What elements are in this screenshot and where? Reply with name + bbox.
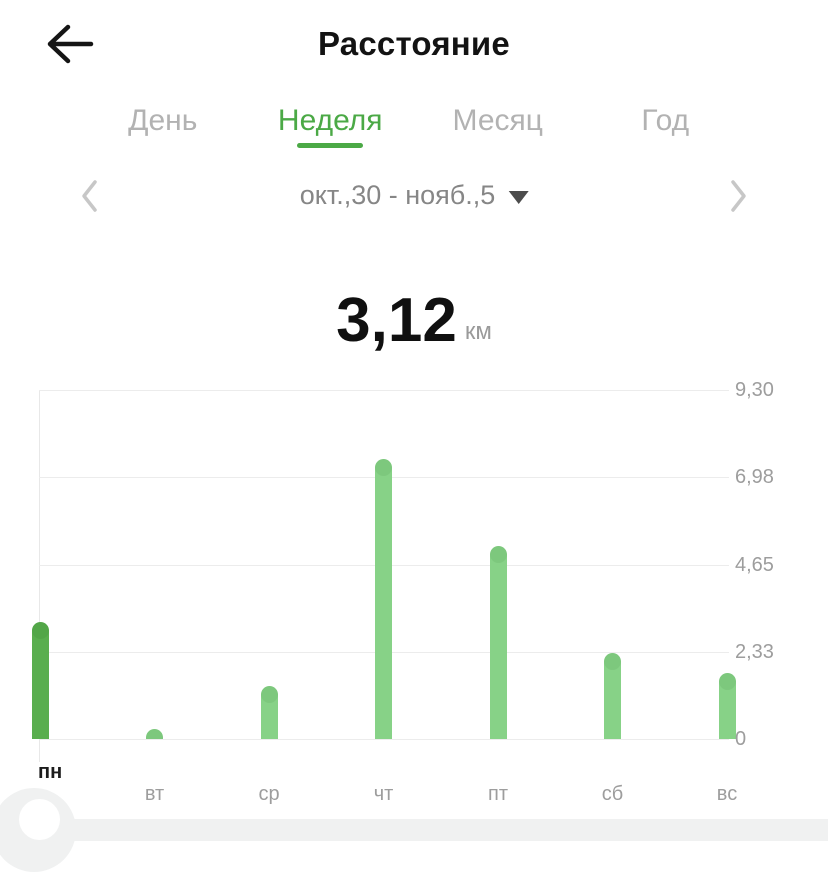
y-axis-tick: 2,33	[735, 640, 774, 663]
distance-unit: км	[464, 318, 492, 345]
gridline	[39, 739, 729, 740]
distance-summary: 3,12 км	[0, 286, 828, 355]
tab-year[interactable]: Год	[641, 104, 690, 137]
distance-stats-screen: { "header": { "title": "Расстояние", "ba…	[0, 0, 828, 841]
floating-button[interactable]	[19, 799, 60, 840]
x-axis-label-вт[interactable]: вт	[144, 783, 165, 805]
x-axis-label-вс[interactable]: вс	[716, 783, 738, 805]
bar-вт[interactable]	[146, 728, 163, 739]
y-axis-tick: 9,30	[735, 379, 774, 401]
period-tabs: День Неделя Месяц Год	[79, 99, 749, 151]
y-axis-tick: 6,98	[735, 466, 774, 489]
tab-day[interactable]: День	[128, 104, 198, 137]
weekly-distance-chart	[31, 390, 736, 740]
previous-week-button[interactable]	[72, 178, 106, 214]
y-axis-line	[39, 390, 40, 762]
next-week-button[interactable]	[722, 178, 756, 214]
bar-вс[interactable]	[718, 672, 736, 739]
gridline	[39, 390, 729, 391]
x-axis-label-пт[interactable]: пт	[488, 783, 508, 805]
bar-сб[interactable]	[604, 653, 621, 739]
tab-week[interactable]: Неделя	[247, 99, 415, 151]
bar-чт[interactable]	[375, 458, 392, 739]
x-axis-label-сб[interactable]: сб	[601, 783, 624, 805]
page-title: Расстояние	[318, 25, 510, 62]
chevron-left-icon	[82, 180, 97, 212]
x-axis-label-ср[interactable]: ср	[258, 783, 280, 805]
triangle-down-icon	[508, 190, 529, 204]
bottom-background	[0, 819, 828, 841]
x-axis-label-чт[interactable]: чт	[373, 783, 394, 805]
tab-month[interactable]: Месяц	[452, 104, 543, 137]
period-label: окт.,30 - нояб.,5	[299, 179, 496, 210]
back-button[interactable]	[40, 20, 98, 68]
y-axis-tick: 0	[735, 728, 747, 750]
period-dropdown[interactable]: окт.,30 - нояб.,5	[300, 172, 529, 218]
distance-value: 3,12	[336, 286, 457, 355]
bar-пн[interactable]	[31, 621, 49, 739]
bar-ср[interactable]	[260, 686, 278, 739]
period-selector: окт.,30 - нояб.,5	[0, 172, 828, 218]
x-axis-label-пн[interactable]: пн	[38, 761, 63, 783]
chevron-right-icon	[731, 180, 746, 212]
y-axis-tick: 4,65	[735, 553, 774, 576]
bar-пт[interactable]	[489, 546, 507, 739]
arrow-left-icon	[47, 24, 94, 64]
